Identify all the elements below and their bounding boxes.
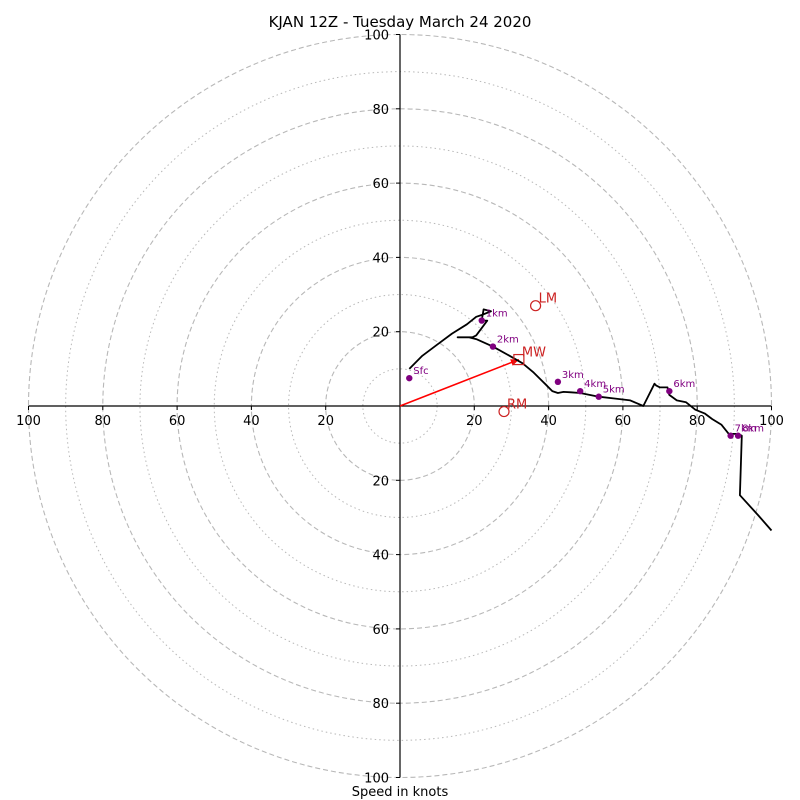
height-marker-label-6km: 6km — [673, 379, 695, 390]
height-marker-label-3km: 3km — [562, 370, 584, 381]
height-marker-label-7km: 7km — [735, 424, 757, 435]
tick-label-up: 100 — [364, 29, 389, 44]
height-marker-5km — [595, 393, 602, 400]
tick-label-right: 20 — [466, 414, 483, 429]
storm-motion-marker-mw — [513, 353, 525, 366]
storm-motion-vector — [399, 358, 520, 407]
tick-label-down: 80 — [372, 697, 389, 712]
storm-motion-label-mw: MW — [522, 346, 546, 361]
tick-label-up: 80 — [372, 103, 389, 118]
tick-label-up: 20 — [372, 326, 389, 341]
tick-label-right: 40 — [540, 414, 557, 429]
tick-label-left: 100 — [16, 414, 41, 429]
tick-label-up: 60 — [372, 177, 389, 192]
chart-title: KJAN 12Z - Tuesday March 24 2020 — [269, 13, 532, 31]
height-marker-6km — [666, 387, 673, 395]
tick-label-down: 100 — [364, 772, 389, 787]
tick-label-left: 40 — [243, 414, 260, 429]
height-marker-7km — [727, 432, 734, 439]
tick-label-right: 60 — [615, 414, 632, 429]
storm-motion-markers: LM MW RM — [498, 292, 557, 418]
tick-label-down: 40 — [372, 549, 389, 564]
height-marker-label-2km: 2km — [497, 335, 519, 346]
hodograph-trace-group — [408, 308, 773, 532]
height-marker-label-1km: 1km — [486, 309, 508, 320]
storm-motion-label-rm: RM — [507, 398, 527, 413]
height-marker-1km — [478, 317, 485, 324]
tick-labels: 20 20 20 20 40 40 40 40 60 60 60 60 80 80 80 80 100 100 10… — [16, 29, 784, 787]
storm-motion-marker-lm — [529, 300, 542, 312]
height-marker-4km — [576, 387, 584, 395]
height-marker-8km — [734, 432, 742, 439]
height-marker-label-4km: 4km — [584, 379, 606, 390]
height-marker-label-5km: 5km — [603, 385, 625, 396]
tick-label-down: 60 — [372, 623, 389, 638]
storm-motion-label-lm: LM — [539, 292, 557, 307]
tick-label-right: 80 — [689, 414, 706, 429]
height-marker-label-8km: 8km — [742, 424, 764, 435]
tick-label-left: 60 — [169, 414, 186, 429]
x-axis-label: Speed in knots — [352, 785, 449, 800]
tick-label-left: 20 — [317, 414, 334, 429]
tick-label-left: 80 — [95, 414, 112, 429]
height-marker-sfc — [406, 374, 413, 382]
hodograph-trace — [408, 308, 773, 532]
tick-label-right: 100 — [759, 414, 784, 429]
height-marker-3km — [554, 378, 562, 386]
height-marker-2km — [489, 343, 497, 350]
tick-label-down: 20 — [372, 474, 389, 489]
tick-label-up: 40 — [372, 251, 389, 266]
height-marker-label-sfc: Sfc — [413, 366, 428, 377]
storm-motion-marker-rm — [498, 405, 510, 418]
